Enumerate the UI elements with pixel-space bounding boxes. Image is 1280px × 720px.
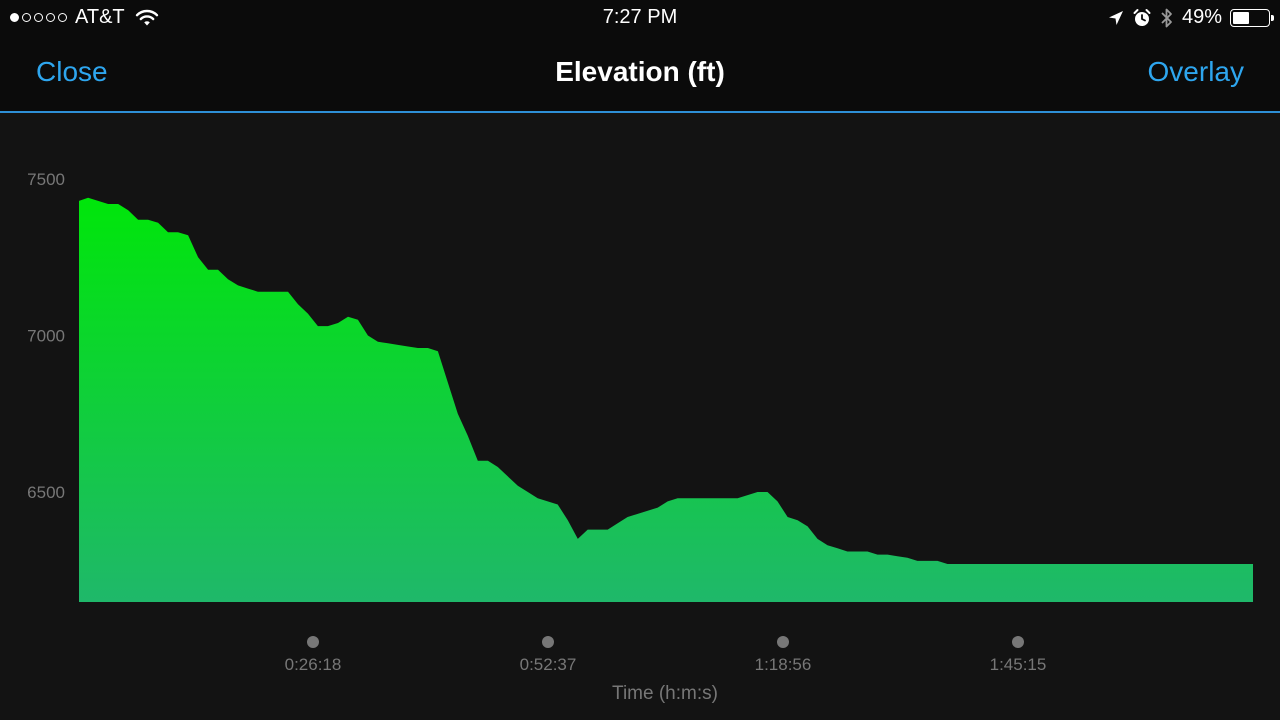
elevation-chart-svg: 7500 7000 6500 0:26:18 0:52:37 1:18:56 1:45:1… <box>27 170 1253 704</box>
x-tick-label: 1:45:15 <box>990 655 1047 674</box>
battery-icon <box>1230 8 1274 27</box>
x-axis-label: Time (h:m:s) <box>612 683 718 704</box>
location-arrow-icon <box>1108 10 1123 25</box>
x-axis-ticks: 0:26:18 0:52:37 1:18:56 1:45:15 <box>285 636 1047 674</box>
x-tick-dot <box>307 636 319 648</box>
navigation-bar: Close Elevation (ft) Overlay <box>0 36 1280 113</box>
y-tick-label: 7500 <box>27 170 65 189</box>
x-tick-dot <box>542 636 554 648</box>
signal-dot <box>22 13 31 22</box>
signal-dot <box>10 13 19 22</box>
x-tick-dot <box>777 636 789 648</box>
y-tick-label: 7000 <box>27 327 65 346</box>
signal-dot <box>58 13 67 22</box>
elevation-area[interactable] <box>79 197 1253 603</box>
status-bar: AT&T 7:27 PM 49% <box>0 0 1280 36</box>
x-tick-label: 0:26:18 <box>285 655 342 674</box>
battery-level <box>1233 11 1249 24</box>
y-tick-label: 6500 <box>27 483 65 502</box>
bluetooth-icon <box>1161 8 1172 27</box>
signal-dot <box>46 13 55 22</box>
wifi-icon <box>135 9 158 25</box>
page-title: Elevation (ft) <box>555 56 725 87</box>
x-tick-label: 1:18:56 <box>755 655 812 674</box>
carrier-label: AT&T <box>75 6 125 28</box>
x-tick-dot <box>1012 636 1024 648</box>
status-time: 7:27 PM <box>602 6 678 28</box>
status-left: AT&T <box>10 6 159 29</box>
status-right: 49% <box>1108 6 1274 29</box>
overlay-button[interactable]: Overlay <box>1147 56 1244 87</box>
signal-dot <box>34 13 43 22</box>
close-button[interactable]: Close <box>36 56 108 87</box>
y-axis-ticks: 7500 7000 6500 <box>27 170 65 502</box>
battery-percent: 49% <box>1181 6 1222 28</box>
signal-strength-icon <box>10 13 67 22</box>
x-tick-label: 0:52:37 <box>520 655 577 674</box>
elevation-chart: 7500 7000 6500 0:26:18 0:52:37 1:18:56 1:45:1… <box>0 113 1280 720</box>
alarm-icon <box>1133 8 1151 26</box>
